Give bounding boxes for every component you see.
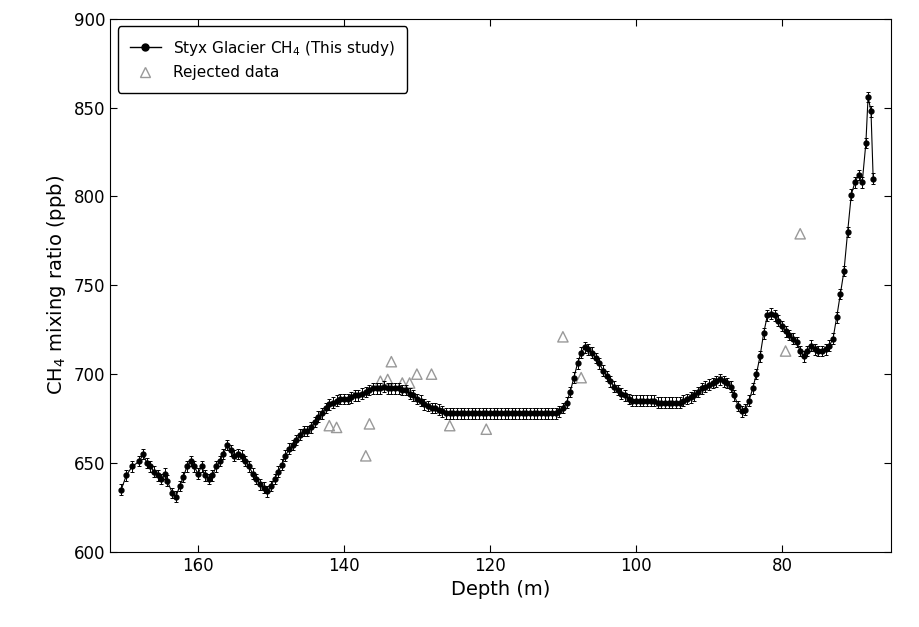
Y-axis label: CH$_4$ mixing ratio (ppb): CH$_4$ mixing ratio (ppb) — [45, 175, 68, 396]
Point — [362, 419, 377, 429]
Point — [410, 369, 425, 379]
Point — [384, 357, 399, 367]
Point — [403, 378, 417, 388]
Legend: Styx Glacier CH$_4$ (This study), Rejected data: Styx Glacier CH$_4$ (This study), Reject… — [118, 26, 407, 93]
X-axis label: Depth (m): Depth (m) — [451, 580, 550, 599]
Point — [395, 378, 410, 388]
Point — [556, 332, 571, 342]
Point — [425, 369, 439, 379]
Point — [373, 376, 388, 386]
Point — [322, 421, 336, 431]
Point — [358, 451, 373, 461]
Point — [380, 374, 395, 384]
Point — [479, 424, 494, 434]
Point — [442, 421, 457, 431]
Point — [793, 229, 808, 239]
Point — [778, 346, 793, 356]
Point — [329, 423, 344, 433]
Point — [573, 372, 588, 382]
